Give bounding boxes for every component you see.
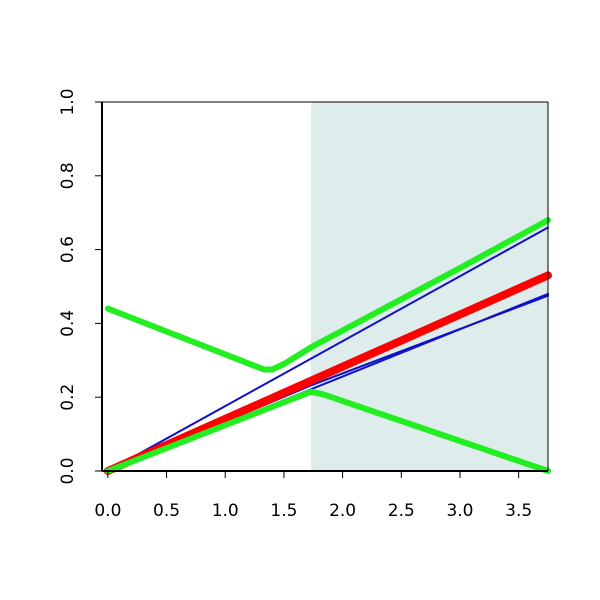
y-tick-label: 0.2 (58, 384, 78, 411)
x-tick-label: 1.0 (212, 501, 239, 521)
series-line-6 (104, 388, 551, 474)
x-tick-label: 2.0 (329, 501, 356, 521)
x-tick-label: 0.0 (94, 501, 121, 521)
series-line-1 (106, 226, 549, 472)
y-tick-label: 1.0 (58, 88, 78, 115)
series-layer (103, 217, 552, 475)
y-tick-label: 0.0 (58, 457, 78, 484)
y-tick-label: 0.6 (58, 236, 78, 263)
axes: 0.0 0.5 1.0 1.5 2.0 2.5 3.0 3.5 0.0 0.2 0.4 0.6 0.8 1… (58, 88, 549, 521)
series-line-4 (103, 271, 552, 475)
y-tick-label: 0.8 (58, 162, 78, 189)
x-tick-label: 3.0 (446, 501, 473, 521)
x-tick-label: 0.5 (153, 501, 180, 521)
x-tick-label: 3.5 (505, 501, 532, 521)
y-tick-label: 0.4 (58, 310, 78, 337)
x-tick-label: 2.5 (388, 501, 415, 521)
x-tick-label: 1.5 (270, 501, 297, 521)
series-line-5 (104, 217, 551, 373)
